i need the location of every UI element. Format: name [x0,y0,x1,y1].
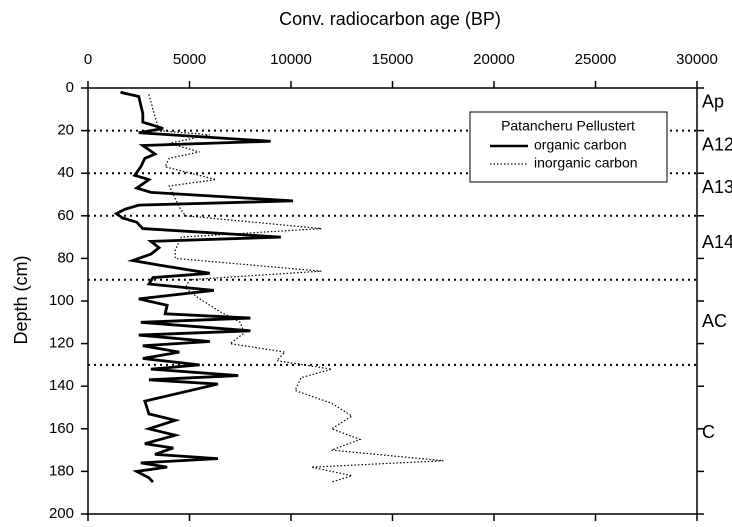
data-line [113,90,294,484]
x-tick-label: 0 [84,51,92,68]
y-tick-label: 140 [49,377,74,394]
legend-label: organic carbon [534,137,627,153]
y-tick-label: 20 [57,122,74,139]
x-tick-label: 5000 [173,51,206,68]
x-tick-label: 25000 [575,51,617,68]
horizon-label: A13 [702,177,732,197]
y-axis-title: Depth (cm) [11,255,31,344]
horizon-label: Ap [702,92,724,112]
y-tick-label: 120 [49,335,74,352]
y-tick-label: 40 [57,164,74,181]
x-tick-label: 20000 [473,51,515,68]
y-tick-label: 100 [49,292,74,309]
x-tick-label: 10000 [270,51,312,68]
horizon-label: AC [702,311,727,331]
x-axis-title: Conv. radiocarbon age (BP) [279,9,501,29]
y-tick-label: 200 [49,505,74,522]
y-tick-label: 80 [57,249,74,266]
y-tick-label: 60 [57,207,74,224]
horizon-label: A14 [702,232,732,252]
y-tick-label: 0 [66,79,74,96]
x-tick-label: 15000 [372,51,414,68]
horizon-label: C [702,422,715,442]
x-tick-label: 30000 [676,51,718,68]
legend-title: Patancheru Pellustert [501,118,635,134]
y-tick-label: 180 [49,462,74,479]
horizon-label: A12 [702,134,732,154]
legend-label: inorganic carbon [534,155,638,171]
y-tick-label: 160 [49,420,74,437]
